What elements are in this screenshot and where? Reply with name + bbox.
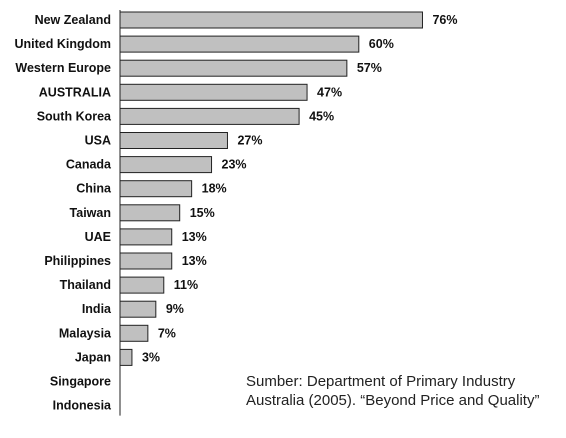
bar-uae [119,228,173,246]
bar-south-korea [119,107,300,125]
value-label-new-zealand: 76% [432,13,457,27]
bar-japan [119,348,133,366]
bar-usa [119,132,228,149]
bar-india [119,300,157,318]
category-label-singapore: Singapore [50,375,111,389]
value-label-western-europe: 57% [357,61,382,75]
value-label-taiwan: 15% [190,206,215,220]
source-note: Sumber: Department of Primary Industry A… [246,372,566,410]
value-label-japan: 3% [142,350,160,364]
category-label-thailand: Thailand [60,278,111,292]
category-label-uae: UAE [85,230,111,244]
value-label-malaysia: 7% [158,326,176,340]
category-label-taiwan: Taiwan [70,206,111,220]
bar-united-kingdom [119,35,360,53]
category-label-india: India [82,302,112,316]
bar-western-europe [119,59,348,77]
value-label-south-korea: 45% [309,109,334,123]
category-label-philippines: Philippines [44,254,111,268]
value-label-india: 9% [166,302,184,316]
bar-china [119,180,193,198]
category-label-usa: USA [85,134,111,148]
value-label-philippines: 13% [182,254,207,268]
value-label-usa: 27% [237,134,262,148]
bar-canada [119,156,213,174]
category-label-china: China [76,182,112,196]
bar-new-zealand [119,11,423,29]
bar-australia [119,83,308,101]
category-label-united-kingdom: United Kingdom [14,37,111,51]
bar-taiwan [119,204,181,222]
bar-malaysia [119,324,149,342]
category-label-new-zealand: New Zealand [35,13,111,27]
labels-layer: New Zealand 76% United Kingdom 60% Western E… [14,13,457,413]
category-label-japan: Japan [75,350,111,364]
value-label-australia: 47% [317,85,342,99]
value-label-china: 18% [202,182,227,196]
category-label-canada: Canada [66,158,112,172]
category-label-indonesia: Indonesia [53,399,112,413]
bar-thailand [119,276,165,294]
value-label-thailand: 11% [174,278,198,292]
source-line-1: Sumber: Department of Primary Industry [246,373,516,390]
bar-philippines [119,252,173,270]
category-label-australia: AUSTRALIA [39,85,111,99]
category-label-malaysia: Malaysia [59,326,112,340]
source-line-2: Australia (2005). “Beyond Price and Qual… [246,392,540,409]
value-label-uae: 13% [182,230,207,244]
category-label-south-korea: South Korea [37,109,112,123]
value-label-united-kingdom: 60% [369,37,394,51]
category-label-western-europe: Western Europe [15,61,111,75]
value-label-canada: 23% [222,158,247,172]
